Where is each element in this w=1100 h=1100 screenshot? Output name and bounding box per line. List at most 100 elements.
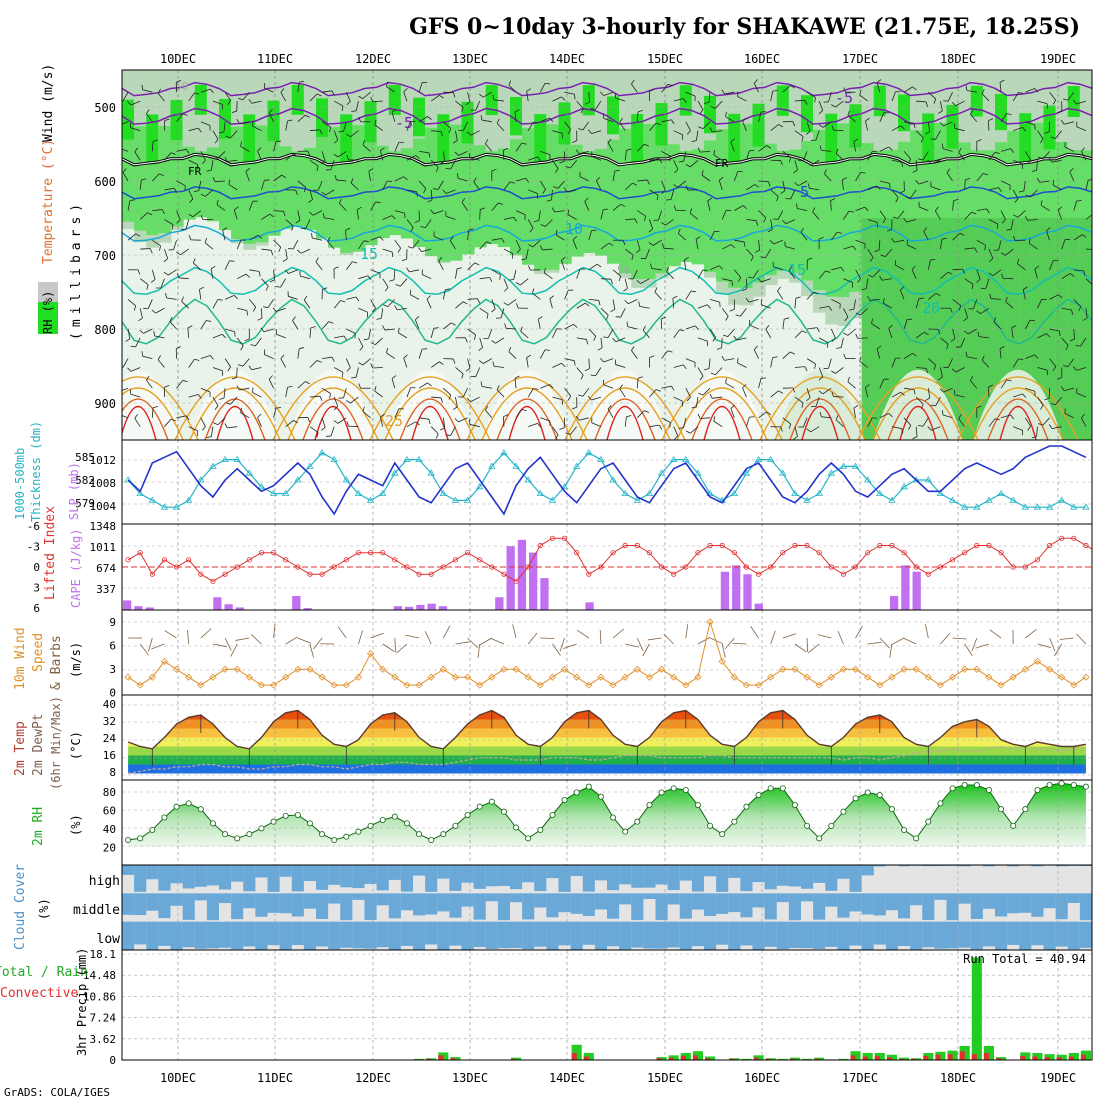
temp-band bbox=[128, 755, 1086, 765]
wind-barb-flag bbox=[977, 331, 980, 337]
cloud-level-label: middle bbox=[73, 903, 120, 918]
rh-marker bbox=[355, 828, 362, 835]
wind-barb-flag bbox=[1046, 227, 1051, 231]
cloud-cell bbox=[461, 865, 475, 883]
cloud-cell bbox=[910, 893, 923, 906]
wind-barb bbox=[1051, 426, 1062, 429]
wind-barb bbox=[712, 130, 723, 133]
wind-barb bbox=[947, 358, 953, 368]
wind-speed-marker bbox=[403, 681, 411, 689]
wind-speed-marker bbox=[779, 665, 787, 673]
thickness-marker bbox=[815, 489, 823, 496]
wind-barb bbox=[740, 308, 747, 317]
precip-convective-bar bbox=[862, 1056, 868, 1060]
lifted-index-marker bbox=[586, 571, 592, 577]
wind-barb bbox=[564, 323, 574, 330]
rh-fill-green bbox=[182, 146, 196, 220]
cloud-cell bbox=[825, 921, 838, 947]
wind-barb-flag bbox=[489, 277, 493, 283]
surface-wind-barb bbox=[309, 643, 314, 658]
wind-barb bbox=[455, 268, 458, 279]
lifted-index-marker bbox=[537, 542, 543, 549]
wind-barb-flag bbox=[257, 413, 262, 418]
wind-barb bbox=[867, 417, 873, 427]
wind-barb-flag bbox=[606, 314, 609, 320]
rh-marker bbox=[804, 822, 811, 829]
wind-barb-flag bbox=[636, 280, 641, 284]
wind-barb bbox=[806, 358, 816, 365]
wind-barb-flag bbox=[352, 261, 358, 264]
surface-wind-barb bbox=[1059, 637, 1074, 640]
wind-barb bbox=[800, 232, 808, 241]
wind-barb-flag bbox=[912, 436, 918, 440]
wind-barb-flag bbox=[937, 110, 943, 114]
rh-marker bbox=[985, 787, 992, 794]
wind-barb-flag bbox=[206, 169, 212, 172]
wind-barb-flag bbox=[695, 325, 699, 331]
wind-barb bbox=[273, 239, 282, 248]
wind-barb-flag bbox=[661, 243, 665, 249]
wind-barb bbox=[333, 130, 339, 141]
wind-barb-flag bbox=[901, 428, 904, 434]
wind-barb bbox=[154, 335, 165, 339]
wind-barb-flag bbox=[937, 376, 943, 381]
wind-barb bbox=[673, 329, 680, 339]
lifted-index-marker bbox=[1096, 550, 1100, 554]
wind-barb-flag bbox=[679, 329, 685, 332]
pressure-tick: 900 bbox=[94, 397, 116, 411]
wind-barb-flag bbox=[503, 302, 509, 306]
wind-barb-flag bbox=[933, 98, 937, 104]
wind-barb bbox=[855, 206, 866, 211]
rh-marker bbox=[670, 785, 677, 792]
wind-barb-flag bbox=[801, 402, 804, 408]
surface-wind-barb bbox=[817, 634, 832, 639]
cloud-cell bbox=[873, 921, 887, 945]
wind-speed-marker bbox=[1058, 673, 1066, 681]
wind-barb bbox=[895, 264, 905, 271]
wind-barb-flag bbox=[800, 227, 804, 233]
wind-barb bbox=[285, 120, 288, 131]
cape-tick: 1011 bbox=[90, 541, 117, 554]
cloud-cell bbox=[206, 865, 220, 886]
wind-barb-flag bbox=[228, 179, 231, 185]
wind-speed-marker bbox=[924, 673, 932, 681]
thickness-marker bbox=[391, 469, 399, 476]
cloud-cell bbox=[158, 921, 171, 946]
thickness-label-2: Thickness (dm) bbox=[29, 421, 43, 522]
wind-barb-flag bbox=[397, 327, 400, 333]
wind-barb bbox=[514, 378, 517, 389]
wind-barb bbox=[526, 91, 529, 102]
wind-barb bbox=[192, 210, 202, 218]
wind-barb bbox=[167, 269, 177, 276]
wind-barb-flag bbox=[989, 293, 992, 299]
bottom-date-axis: 10DEC 11DEC 12DEC 13DEC 14DEC 15DEC 16DEC 17DEC… bbox=[160, 1071, 1076, 1085]
cloud-cell bbox=[316, 893, 329, 919]
wind-barb-flag bbox=[485, 405, 489, 411]
wind-barb bbox=[1081, 151, 1087, 161]
lifted-index-panel bbox=[122, 524, 1100, 610]
wind-barb-flag bbox=[842, 177, 847, 181]
wind-barb bbox=[1055, 396, 1062, 406]
cloud-cell bbox=[461, 893, 475, 907]
cloud-cell bbox=[1031, 865, 1044, 867]
thickness-marker bbox=[1045, 503, 1054, 510]
wind-barb-flag bbox=[1034, 88, 1039, 93]
thickness-marker bbox=[827, 469, 836, 476]
wind-barb bbox=[1005, 301, 1014, 309]
wind-barb-flag bbox=[1036, 177, 1041, 183]
wind-barb bbox=[321, 417, 326, 428]
rh-marker bbox=[755, 792, 762, 799]
wind-barb bbox=[330, 426, 335, 437]
surface-wind-barb bbox=[975, 643, 990, 649]
wind-barb bbox=[1039, 180, 1050, 183]
wind-barb-flag bbox=[888, 413, 893, 418]
wind-barb bbox=[443, 322, 452, 330]
wind-barb bbox=[467, 92, 471, 102]
wind-barb-flag bbox=[994, 151, 1000, 155]
wind-barb bbox=[828, 92, 832, 102]
wind-barb-flag bbox=[561, 256, 566, 261]
wind-barb bbox=[245, 171, 250, 182]
wind-barb bbox=[915, 396, 924, 405]
wind-barb bbox=[433, 236, 444, 241]
wind-speed-marker bbox=[803, 673, 811, 681]
